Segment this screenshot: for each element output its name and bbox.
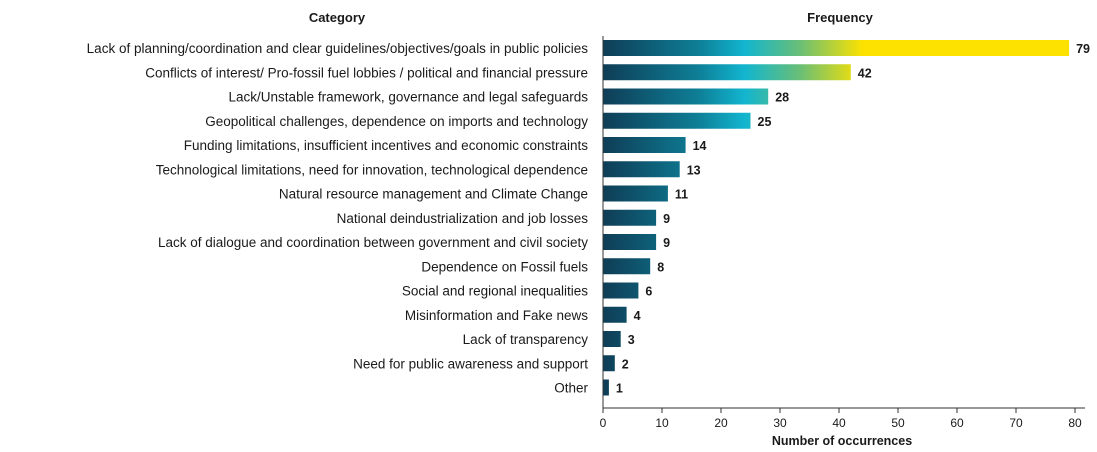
category-label: Natural resource management and Climate … — [279, 187, 588, 202]
x-tick-label: 0 — [600, 416, 607, 430]
bar — [603, 88, 769, 105]
bar — [603, 40, 1070, 56]
value-label: 9 — [663, 212, 670, 226]
value-label: 3 — [628, 333, 635, 347]
x-tick-label: 70 — [1009, 416, 1023, 430]
bars-group: Lack of planning/coordination and clear … — [87, 40, 1090, 396]
x-tick-label: 60 — [950, 416, 964, 430]
category-label: Geopolitical challenges, dependence on i… — [205, 114, 588, 129]
bar — [603, 112, 751, 129]
bar — [603, 64, 851, 81]
x-tick-label: 50 — [891, 416, 905, 430]
bar — [603, 209, 657, 226]
category-label: Lack of dialogue and coordination betwee… — [158, 235, 588, 250]
bar — [603, 379, 609, 396]
x-tick-label: 80 — [1068, 416, 1082, 430]
bar — [603, 355, 615, 372]
frequency-header: Frequency — [807, 10, 874, 25]
bar — [603, 234, 657, 250]
category-label: National deindustrialization and job los… — [337, 211, 589, 226]
bar — [603, 331, 621, 347]
bar — [603, 185, 668, 202]
value-label: 42 — [858, 66, 872, 80]
category-label: Need for public awareness and support — [353, 356, 588, 371]
value-label: 9 — [663, 236, 670, 250]
value-label: 11 — [675, 188, 688, 202]
x-tick-label: 30 — [773, 416, 787, 430]
bar — [603, 282, 639, 299]
value-label: 13 — [687, 163, 701, 177]
bar — [603, 161, 680, 178]
category-label: Lack of planning/coordination and clear … — [87, 41, 589, 56]
category-header: Category — [309, 10, 366, 25]
value-label: 4 — [634, 309, 641, 323]
value-label: 25 — [758, 115, 772, 129]
x-axis: 0 10 20 30 40 50 60 70 80 — [600, 36, 1085, 430]
x-axis-label: Number of occurrences — [772, 434, 912, 448]
bar — [603, 306, 627, 323]
x-tick-label: 20 — [714, 416, 728, 430]
value-label: 1 — [616, 382, 623, 396]
category-label: Misinformation and Fake news — [405, 308, 588, 323]
value-label: 6 — [645, 285, 652, 299]
category-label: Dependence on Fossil fuels — [421, 259, 588, 274]
bar — [603, 258, 651, 275]
value-label: 8 — [657, 260, 664, 274]
value-label: 28 — [775, 91, 789, 105]
category-label: Conflicts of interest/ Pro-fossil fuel l… — [145, 65, 588, 80]
category-label: Technological limitations, need for inno… — [156, 162, 588, 177]
category-label: Lack of transparency — [463, 332, 589, 347]
category-label: Funding limitations, insufficient incent… — [184, 138, 588, 153]
bar — [603, 137, 686, 153]
category-label: Social and regional inequalities — [402, 284, 588, 299]
value-label: 14 — [693, 139, 707, 153]
value-label: 79 — [1076, 42, 1090, 56]
x-tick-label: 10 — [655, 416, 669, 430]
category-label: Lack/Unstable framework, governance and … — [229, 90, 589, 105]
category-label: Other — [554, 381, 588, 396]
value-label: 2 — [622, 357, 629, 371]
x-tick-label: 40 — [832, 416, 846, 430]
